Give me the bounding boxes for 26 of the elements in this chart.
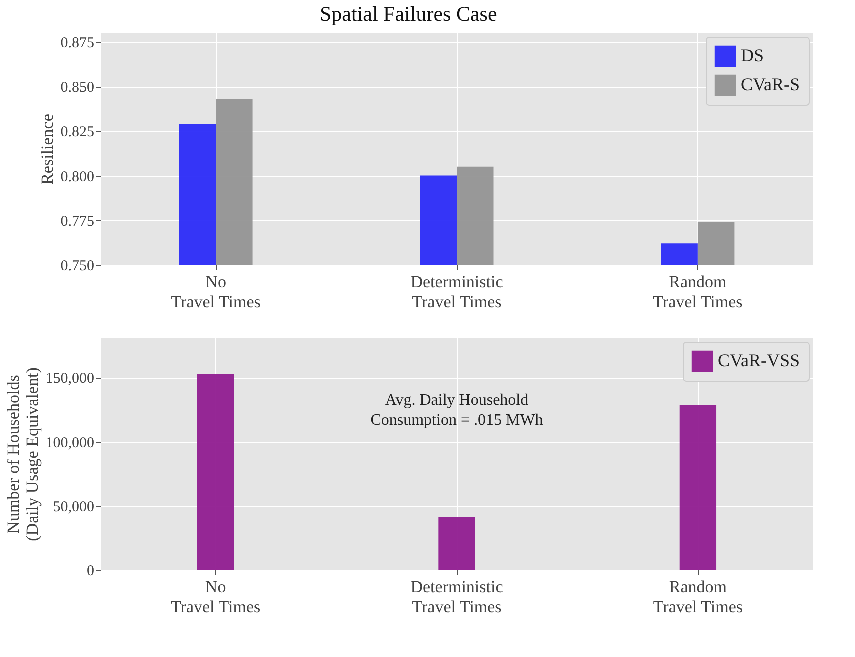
y-tick-label: 0.825 xyxy=(60,124,94,141)
bar xyxy=(197,374,234,570)
y-tick-label: 100,000 xyxy=(46,435,94,452)
y-tick-label: 0 xyxy=(87,564,94,580)
annotation: Avg. Daily Household Consumption = .015 MWh xyxy=(370,392,544,429)
x-tick-label: Deterministic Travel Times xyxy=(410,272,504,312)
y-tick-label: 0.750 xyxy=(60,258,94,274)
y-tick-label: 0.800 xyxy=(60,169,94,186)
legend-label: CVaR-S xyxy=(741,74,800,94)
y-tick-label: 150,000 xyxy=(46,371,94,388)
y-tick-label: 0.875 xyxy=(60,35,94,52)
legend-label: DS xyxy=(741,46,764,66)
y-tick-label: 0.850 xyxy=(60,80,94,96)
x-tick-label: Deterministic Travel Times xyxy=(410,578,504,616)
y-tick-label: 50,000 xyxy=(53,499,94,516)
x-tick-label: No Travel Times xyxy=(171,578,261,616)
y-tick-label: 0.775 xyxy=(60,214,94,230)
bar xyxy=(438,517,476,570)
bar xyxy=(680,405,717,570)
x-tick-label: Random Travel Times xyxy=(653,272,743,312)
y-axis-title: Number of Households (Daily Usage Equivalent) xyxy=(4,368,42,542)
x-tick-label: No Travel Times xyxy=(171,272,261,312)
x-tick-label: Random Travel Times xyxy=(653,578,743,616)
y-axis-title: Resilience xyxy=(38,114,57,185)
legend-label: CVaR-VSS xyxy=(718,350,800,370)
chart-title: Spatial Failures Case xyxy=(320,2,498,26)
